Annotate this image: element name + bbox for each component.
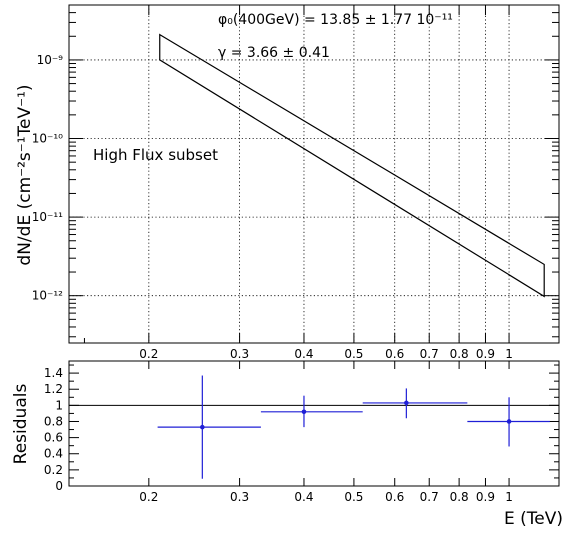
spectrum-plot-frame <box>68 4 560 344</box>
residual-x-tick-label: 0.3 <box>230 490 249 504</box>
residual-x-tick-label: 0.5 <box>344 490 363 504</box>
x-tick-label: 0.8 <box>450 347 469 361</box>
residual-y-tick-label: 0 <box>55 479 63 493</box>
residual-marker <box>404 400 409 406</box>
spectrum-band <box>159 33 545 298</box>
phi0-annotation: φ₀(400GeV) = 13.85 ± 1.77 10⁻¹¹ <box>218 12 453 28</box>
residual-y-tick-label: 0.4 <box>44 447 63 461</box>
spectrum-panel: 0.2 0.3 0.4 0.5 0.6 0.7 0.8 0.9 1 10⁻¹² 10⁻¹¹ 10⁻¹⁰… <box>15 4 560 361</box>
x-tick-label: 0.7 <box>420 347 439 361</box>
y-tick-label: 10⁻¹² <box>32 289 63 303</box>
residual-point <box>157 375 261 479</box>
residual-x-tick-label: 0.2 <box>139 490 158 504</box>
residual-y-tick-label: 1.2 <box>44 382 63 396</box>
fit-band <box>159 33 545 298</box>
residuals-plot-frame <box>68 360 560 487</box>
residual-y-tick-label: 1.4 <box>44 366 63 380</box>
x-tick-label: 0.6 <box>385 347 404 361</box>
x-tick-label: 1 <box>505 347 513 361</box>
residual-y-tick-label: 0.6 <box>44 431 63 445</box>
residuals-points <box>157 375 550 479</box>
residuals-panel: 0.2 0.3 0.4 0.5 0.6 0.7 0.8 0.9 1 0 0.2 0.4 0.6 0.8 1 1… <box>11 360 563 529</box>
residuals-ticks: 0.2 0.3 0.4 0.5 0.6 0.7 0.8 0.9 1 0 0.2 0.4 0.6 0.8 1 1… <box>44 361 559 504</box>
residual-point <box>467 397 550 447</box>
residual-y-tick-label: 1 <box>55 398 63 412</box>
residuals-axis-label: Residuals <box>11 384 31 465</box>
y-tick-label: 10⁻¹¹ <box>32 210 63 224</box>
residual-point <box>260 395 363 428</box>
x-tick-label: 0.5 <box>344 347 363 361</box>
subset-label: High Flux subset <box>93 146 218 164</box>
spectrum-ticks: 0.2 0.3 0.4 0.5 0.6 0.7 0.8 0.9 1 10⁻¹² 10⁻¹¹ 10⁻¹⁰… <box>32 4 559 361</box>
x-tick-label: 0.3 <box>230 347 249 361</box>
spectrum-grid <box>69 5 559 343</box>
residual-x-tick-label: 0.4 <box>294 490 313 504</box>
residual-marker <box>200 424 205 430</box>
residual-y-tick-label: 0.2 <box>44 463 63 477</box>
residual-y-tick-label: 0.8 <box>44 414 63 428</box>
y-axis-label: dN/dE (cm⁻²s⁻¹TeV⁻¹) <box>15 84 35 265</box>
residual-marker <box>506 419 512 424</box>
y-tick-label: 10⁻¹⁰ <box>32 132 63 146</box>
residual-x-tick-label: 0.8 <box>450 490 469 504</box>
residual-x-tick-label: 0.7 <box>420 490 439 504</box>
residual-marker <box>301 409 307 415</box>
gamma-annotation: γ = 3.66 ± 0.41 <box>218 45 330 61</box>
residual-x-tick-label: 0.9 <box>476 490 495 504</box>
residual-x-tick-label: 0.6 <box>385 490 404 504</box>
x-tick-label: 0.2 <box>139 347 158 361</box>
x-axis-label: E (TeV) <box>504 509 563 529</box>
x-tick-label: 0.4 <box>294 347 313 361</box>
y-tick-label: 10⁻⁹ <box>37 53 64 67</box>
residual-x-tick-label: 1 <box>505 490 513 504</box>
x-tick-label: 0.9 <box>476 347 495 361</box>
residual-point <box>362 388 468 419</box>
